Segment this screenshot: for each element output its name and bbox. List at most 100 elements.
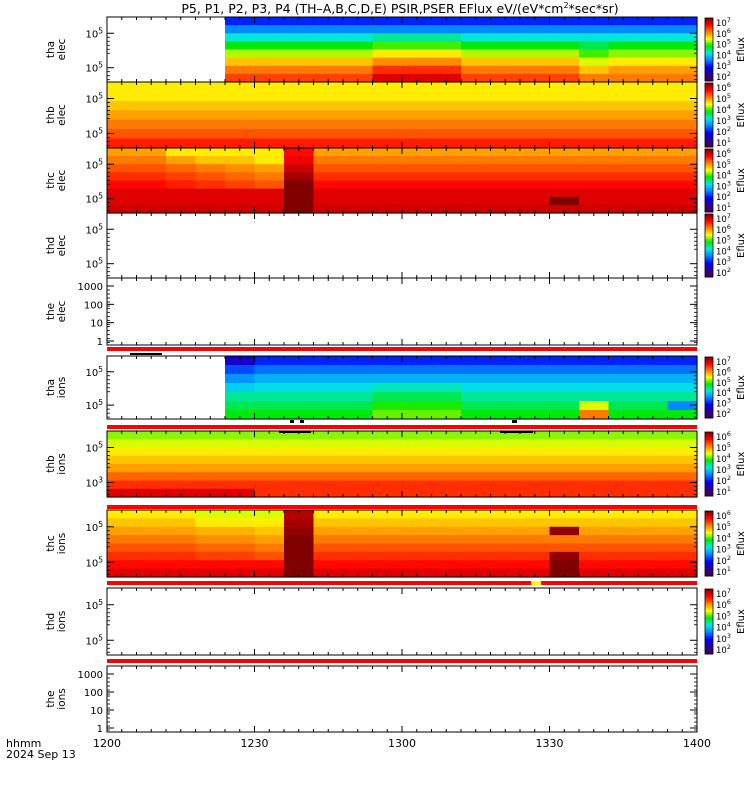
colorbar-label: Eflux xyxy=(736,102,747,127)
heatmap-cell xyxy=(490,100,521,111)
heatmap-cell xyxy=(490,401,521,411)
colorbar-segment xyxy=(705,481,713,484)
colorbar-segment xyxy=(705,94,713,97)
colorbar-tick-label: 106 xyxy=(716,81,731,94)
heatmap-cell xyxy=(284,41,315,51)
heatmap-cell xyxy=(520,110,551,121)
colorbar-segment xyxy=(705,22,713,25)
colorbar-segment xyxy=(705,407,713,410)
heatmap-cell xyxy=(490,510,521,519)
colorbar-segment xyxy=(705,546,713,549)
heatmap-cell xyxy=(549,91,580,102)
heatmap-cell xyxy=(225,431,256,440)
colorbar-segment xyxy=(705,634,713,637)
flag-bar-marker xyxy=(531,581,541,585)
heatmap-cell xyxy=(490,188,521,198)
flag-tick xyxy=(290,420,294,423)
heatmap-cell xyxy=(549,172,580,182)
panel-label: thcions xyxy=(45,533,68,554)
colorbar-segment xyxy=(705,519,713,522)
heatmap-cell xyxy=(254,91,285,102)
heatmap-cell xyxy=(402,204,433,214)
heatmap-cell xyxy=(579,110,610,121)
colorbar-segment xyxy=(705,30,713,33)
heatmap-cell xyxy=(608,204,639,214)
heatmap-cell xyxy=(431,383,462,393)
heatmap-cell xyxy=(431,164,462,173)
panel-label: thcelec xyxy=(45,169,68,191)
colorbar-tick-label: 101 xyxy=(716,565,731,578)
heatmap-cell xyxy=(608,33,639,42)
colorbar-segment xyxy=(705,123,713,126)
heatmap-cell xyxy=(254,119,285,130)
heatmap-cell xyxy=(372,447,403,457)
heatmap-cell xyxy=(579,65,610,75)
heatmap-cell xyxy=(667,518,698,528)
heatmap-cell xyxy=(667,49,698,59)
heatmap-cell xyxy=(608,383,639,393)
heatmap-cell xyxy=(343,401,374,411)
heatmap-cell xyxy=(431,25,462,34)
heatmap-cell xyxy=(402,472,433,482)
y-tick-label: 10 xyxy=(90,319,103,330)
colorbar-segment xyxy=(705,567,713,571)
heatmap-cell xyxy=(608,455,639,465)
heatmap-cell xyxy=(343,543,374,553)
colorbar-segment xyxy=(705,267,713,270)
heatmap-cell xyxy=(313,518,344,528)
heatmap-cell xyxy=(136,204,167,214)
colorbar-segment xyxy=(705,494,713,497)
heatmap-cell xyxy=(579,82,610,93)
heatmap-cell xyxy=(254,431,285,440)
heatmap-cell xyxy=(313,57,344,67)
heatmap-cell xyxy=(638,91,669,102)
heatmap-cell xyxy=(579,401,610,411)
colorbar-tick-label: 106 xyxy=(716,27,731,40)
colorbar-segment xyxy=(705,69,713,73)
heatmap-cell xyxy=(638,129,669,140)
heatmap-cell xyxy=(313,510,344,519)
colorbar-segment xyxy=(705,511,713,514)
colorbar-segment xyxy=(705,231,713,234)
heatmap-cell xyxy=(372,129,403,140)
heatmap-cell xyxy=(402,543,433,553)
heatmap-cell xyxy=(461,365,492,375)
heatmap-cell xyxy=(107,472,138,482)
heatmap-cell xyxy=(402,560,433,570)
heatmap-cell xyxy=(461,464,492,473)
heatmap-cell xyxy=(608,100,639,111)
heatmap-cell xyxy=(402,129,433,140)
colorbar-segment xyxy=(705,358,713,361)
heatmap-cell xyxy=(431,100,462,111)
heatmap-cell xyxy=(372,560,403,570)
colorbar-segment xyxy=(705,652,713,655)
colorbar-segment xyxy=(705,462,713,465)
colorbar-segment xyxy=(705,473,713,476)
colorbar-segment xyxy=(705,593,713,597)
colorbar-segment xyxy=(705,71,713,74)
colorbar-segment xyxy=(705,440,713,443)
colorbar-segment xyxy=(705,127,713,130)
heatmap-cell xyxy=(225,518,256,528)
colorbar-tick-label: 106 xyxy=(716,430,731,443)
colorbar-segment xyxy=(705,650,713,653)
colorbar-segment xyxy=(705,40,713,43)
heatmap-cell xyxy=(225,82,256,93)
heatmap-cell xyxy=(608,138,639,149)
colorbar-segment xyxy=(705,603,713,606)
heatmap-cell xyxy=(313,543,344,553)
heatmap-cell xyxy=(343,156,374,165)
heatmap-cell xyxy=(136,455,167,465)
heatmap-cell xyxy=(579,383,610,393)
heatmap-cell xyxy=(107,510,138,519)
heatmap-cell xyxy=(549,180,580,190)
heatmap-cell xyxy=(549,472,580,482)
colorbar-segment xyxy=(705,395,713,398)
heatmap-cell xyxy=(638,356,669,366)
heatmap-cell xyxy=(549,188,580,198)
heatmap-cell xyxy=(372,119,403,130)
heatmap-cell xyxy=(520,65,551,75)
colorbar-segment xyxy=(705,245,713,248)
